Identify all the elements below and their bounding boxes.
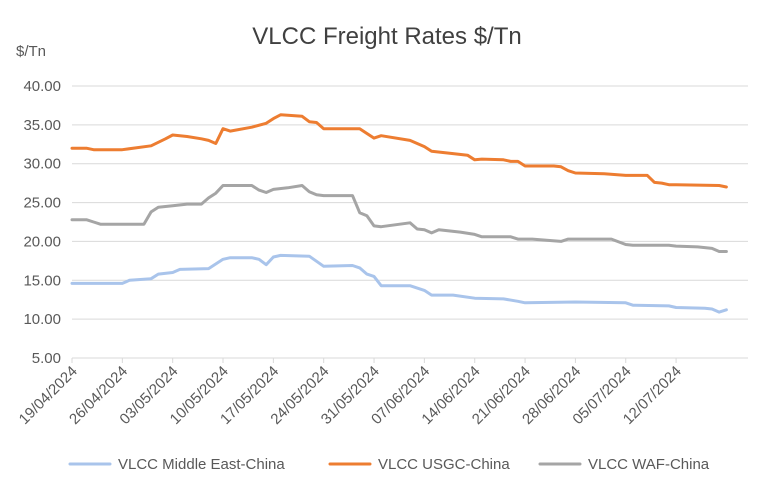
y-tick-label: 5.00 bbox=[32, 350, 61, 367]
y-tick-label: 15.00 bbox=[23, 272, 61, 289]
legend-label-2: VLCC USGC-China bbox=[378, 456, 510, 473]
series-line-2 bbox=[70, 113, 728, 189]
y-tick-label: 35.00 bbox=[23, 117, 61, 134]
y-tick-label: 25.00 bbox=[23, 195, 61, 212]
legend-label-3: VLCC WAF-China bbox=[588, 456, 710, 473]
x-axis bbox=[71, 357, 748, 363]
series-line-1 bbox=[70, 253, 728, 314]
x-axis-tick-labels: 19/04/202426/04/202403/05/202410/05/2024… bbox=[16, 363, 685, 428]
y-axis-unit-label: $/Tn bbox=[16, 43, 46, 60]
series-line-3 bbox=[70, 184, 728, 253]
legend: VLCC Middle East-China VLCC USGC-China VLC… bbox=[68, 456, 710, 473]
y-tick-label: 20.00 bbox=[23, 233, 61, 250]
legend-label-1: VLCC Middle East-China bbox=[118, 456, 285, 473]
chart-title: VLCC Freight Rates $/Tn bbox=[252, 23, 521, 50]
series-lines bbox=[70, 113, 728, 314]
y-tick-label: 40.00 bbox=[23, 78, 61, 95]
y-axis-tick-labels: 5.00 10.00 15.00 20.00 25.00 30.00 35.00 40.00 bbox=[23, 78, 61, 367]
y-tick-label: 30.00 bbox=[23, 156, 61, 173]
y-tick-label: 10.00 bbox=[23, 311, 61, 328]
gridlines bbox=[72, 85, 748, 359]
